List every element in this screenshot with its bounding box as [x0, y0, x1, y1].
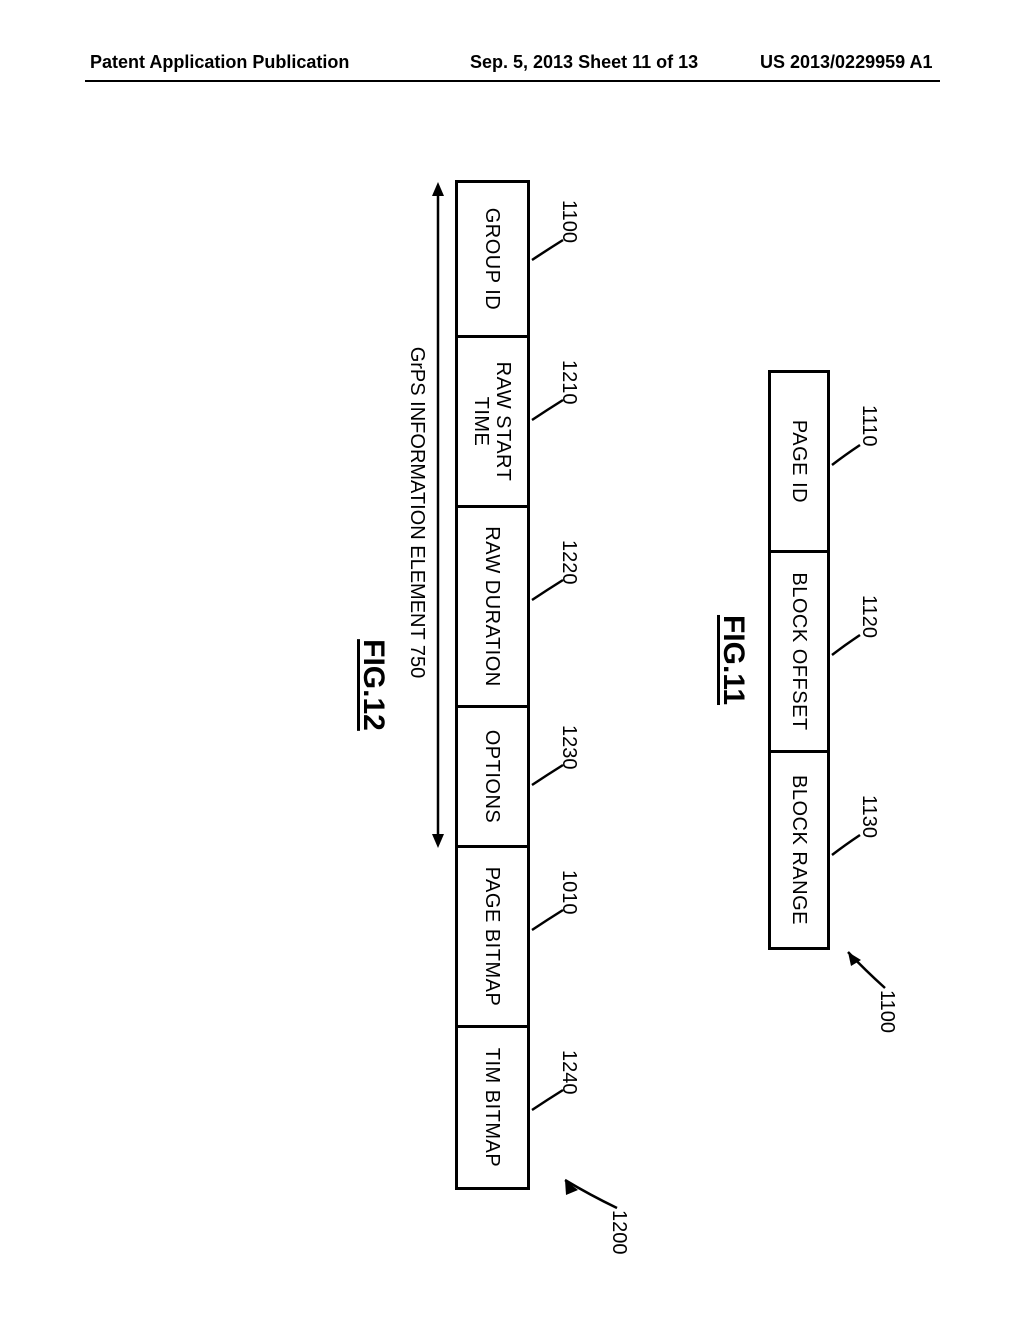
header-left: Patent Application Publication — [90, 52, 349, 73]
fig-12: 1100 1210 1220 1230 1010 1240 1200 — [455, 180, 530, 1190]
fig12-leaders — [515, 180, 585, 1280]
rotated-wrapper: 1110 1120 1130 1100 PAGE ID BLOCK OFFSET… — [120, 160, 920, 1210]
rotated-content: 1110 1120 1130 1100 PAGE ID BLOCK OFFSET… — [120, 160, 920, 1210]
fig11-caption: FIG.11 — [716, 370, 750, 950]
fig11-leaders — [820, 370, 880, 1070]
fig-11: 1110 1120 1130 1100 PAGE ID BLOCK OFFSET… — [768, 370, 830, 950]
fig12-bracket-label: GrPS INFORMATION ELEMENT 750 — [405, 180, 428, 845]
header-center: Sep. 5, 2013 Sheet 11 of 13 — [470, 52, 698, 73]
page: Patent Application Publication Sep. 5, 2… — [0, 0, 1024, 1320]
header-right: US 2013/0229959 A1 — [760, 52, 932, 73]
fig12-ref-1200: 1200 — [607, 1210, 630, 1255]
header-rule — [85, 80, 940, 82]
fig12-caption: FIG.12 — [356, 180, 390, 1190]
